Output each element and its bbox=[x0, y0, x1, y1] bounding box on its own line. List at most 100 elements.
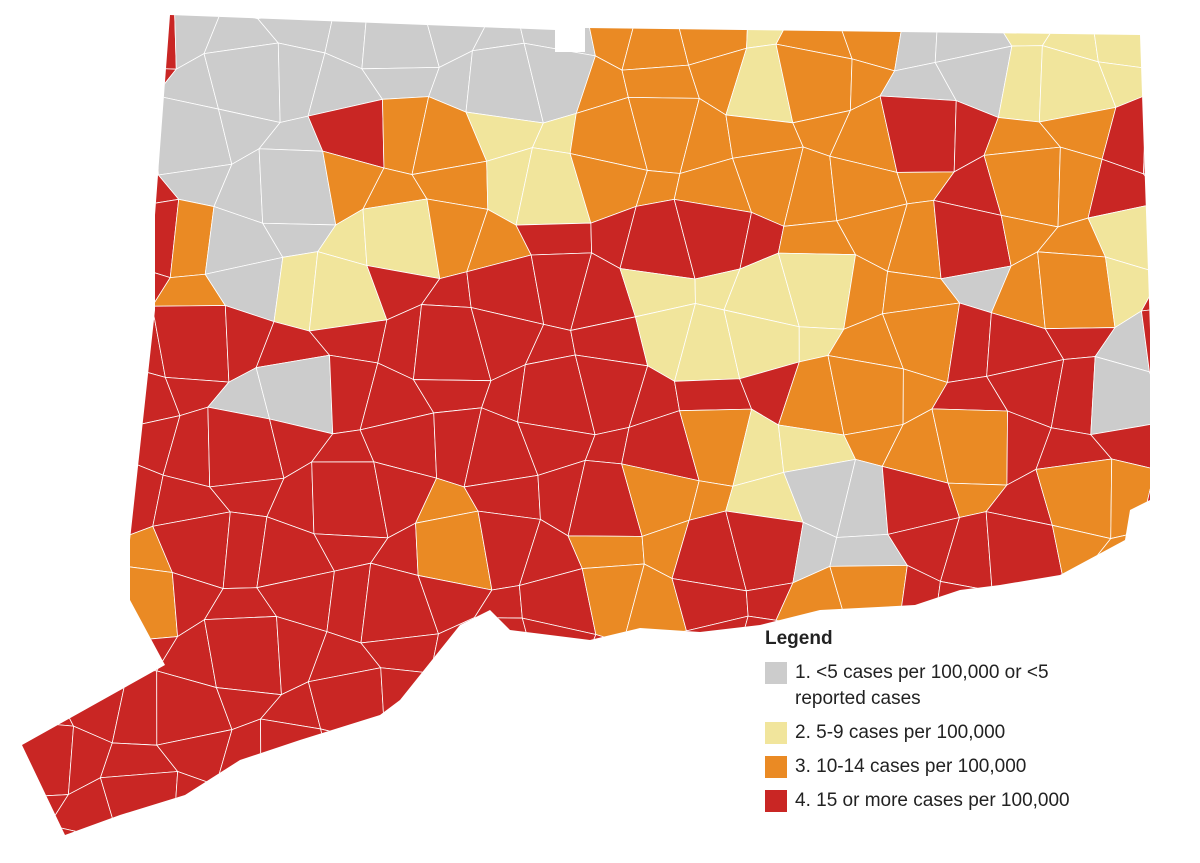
town bbox=[22, 118, 76, 151]
town bbox=[1089, 564, 1150, 642]
town bbox=[568, 666, 648, 747]
town bbox=[1038, 822, 1117, 835]
town bbox=[515, 718, 590, 800]
town bbox=[1141, 735, 1150, 780]
town bbox=[58, 355, 106, 433]
town bbox=[637, 740, 683, 775]
town bbox=[1142, 169, 1150, 203]
legend-label: 3. 10-14 cases per 100,000 bbox=[795, 756, 1027, 777]
town bbox=[467, 823, 545, 835]
town bbox=[619, 772, 694, 835]
town bbox=[22, 415, 60, 482]
town bbox=[1089, 421, 1150, 470]
town bbox=[22, 220, 68, 261]
town bbox=[109, 95, 159, 176]
town bbox=[47, 211, 122, 264]
town bbox=[1140, 273, 1150, 312]
town bbox=[411, 726, 490, 789]
town bbox=[1087, 770, 1150, 835]
town bbox=[100, 198, 180, 279]
town bbox=[48, 431, 127, 465]
town bbox=[151, 305, 230, 383]
town bbox=[363, 772, 441, 835]
town bbox=[260, 791, 337, 828]
legend-item: 3. 10-14 cases per 100,000 bbox=[765, 754, 1095, 780]
town bbox=[568, 731, 648, 790]
town bbox=[1157, 567, 1200, 640]
town bbox=[22, 15, 74, 51]
town bbox=[1148, 371, 1150, 423]
town bbox=[424, 837, 470, 863]
legend: Legend 1. <5 cases per 100,000 or <5 rep… bbox=[765, 628, 1095, 822]
town bbox=[22, 573, 75, 630]
town bbox=[1141, 667, 1150, 748]
town bbox=[515, 788, 594, 830]
town bbox=[845, 831, 890, 835]
town bbox=[467, 787, 530, 835]
town bbox=[22, 250, 62, 332]
town bbox=[1139, 514, 1150, 585]
town bbox=[588, 772, 639, 835]
town bbox=[319, 774, 366, 835]
town bbox=[47, 250, 126, 332]
legend-label: 2. 5-9 cases per 100,000 bbox=[795, 722, 1006, 743]
town bbox=[938, 830, 1013, 835]
town bbox=[1087, 737, 1150, 784]
town bbox=[411, 672, 486, 744]
town bbox=[1087, 201, 1150, 275]
town bbox=[620, 846, 697, 863]
legend-item: 2. 5-9 cases per 100,000 bbox=[765, 720, 1095, 746]
town bbox=[674, 378, 753, 412]
town bbox=[1143, 94, 1150, 175]
legend-swatch bbox=[765, 722, 787, 744]
town bbox=[621, 64, 700, 99]
town bbox=[1143, 846, 1200, 863]
town bbox=[571, 828, 634, 835]
town bbox=[424, 772, 490, 835]
town bbox=[275, 824, 321, 835]
town bbox=[67, 530, 121, 575]
town bbox=[1087, 158, 1150, 219]
town bbox=[22, 684, 75, 727]
town bbox=[1090, 356, 1150, 436]
town bbox=[171, 770, 217, 835]
town bbox=[53, 101, 129, 166]
town bbox=[320, 728, 386, 793]
town bbox=[22, 42, 55, 122]
town bbox=[528, 823, 594, 835]
town bbox=[1145, 59, 1150, 104]
town bbox=[52, 562, 113, 643]
town bbox=[1037, 251, 1116, 330]
legend-items: 1. <5 cases per 100,000 or <5 reported c… bbox=[765, 660, 1095, 814]
town bbox=[22, 148, 76, 227]
legend-swatch bbox=[765, 790, 787, 812]
town bbox=[1159, 0, 1200, 71]
town bbox=[380, 667, 432, 746]
town bbox=[22, 718, 74, 798]
town bbox=[119, 841, 172, 863]
town bbox=[1162, 202, 1200, 278]
legend-item: 1. <5 cases per 100,000 or <5 reported c… bbox=[765, 660, 1095, 712]
town bbox=[1095, 639, 1150, 674]
town bbox=[99, 771, 179, 835]
town bbox=[99, 15, 177, 70]
town bbox=[484, 718, 535, 800]
town bbox=[681, 675, 732, 742]
town bbox=[22, 824, 60, 835]
town bbox=[1102, 834, 1150, 835]
town bbox=[991, 579, 1065, 624]
town bbox=[50, 15, 115, 68]
town bbox=[22, 355, 77, 433]
town bbox=[22, 614, 54, 696]
town bbox=[361, 15, 440, 70]
town bbox=[65, 148, 111, 227]
town bbox=[621, 15, 690, 71]
town bbox=[365, 844, 440, 863]
legend-title: Legend bbox=[765, 628, 833, 649]
town bbox=[622, 630, 701, 677]
town bbox=[776, 822, 856, 835]
town bbox=[22, 318, 77, 372]
town bbox=[1103, 667, 1149, 748]
town bbox=[308, 826, 387, 835]
